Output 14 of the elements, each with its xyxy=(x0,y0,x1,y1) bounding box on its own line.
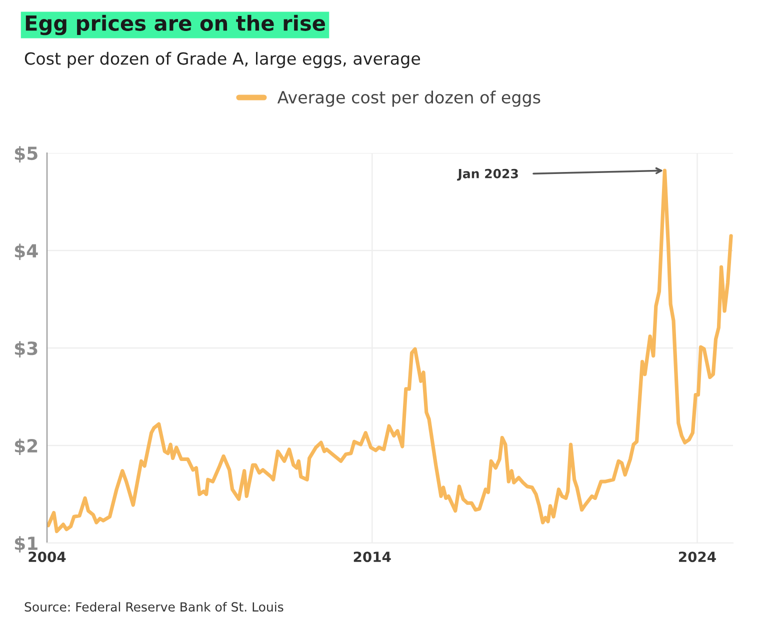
source-note: Source: Federal Reserve Bank of St. Louis xyxy=(24,602,284,612)
y-tick-label: $5 xyxy=(14,146,38,163)
legend-label: Average cost per dozen of eggs xyxy=(277,90,540,107)
chart-subtitle: Cost per dozen of Grade A, large eggs, average xyxy=(24,52,420,68)
y-tick-label: $3 xyxy=(14,341,38,358)
chart-title: Egg prices are on the rise xyxy=(26,14,325,36)
y-tick-label: $1 xyxy=(14,536,38,553)
y-tick-label: $4 xyxy=(14,244,38,260)
x-tick-label: 2004 xyxy=(28,552,66,562)
x-tick-label: 2014 xyxy=(354,552,391,562)
line-series xyxy=(47,168,733,534)
y-tick-label: $2 xyxy=(14,438,38,456)
annotation: Jan 2023 xyxy=(457,168,518,181)
x-tick-label: 2024 xyxy=(679,552,716,562)
